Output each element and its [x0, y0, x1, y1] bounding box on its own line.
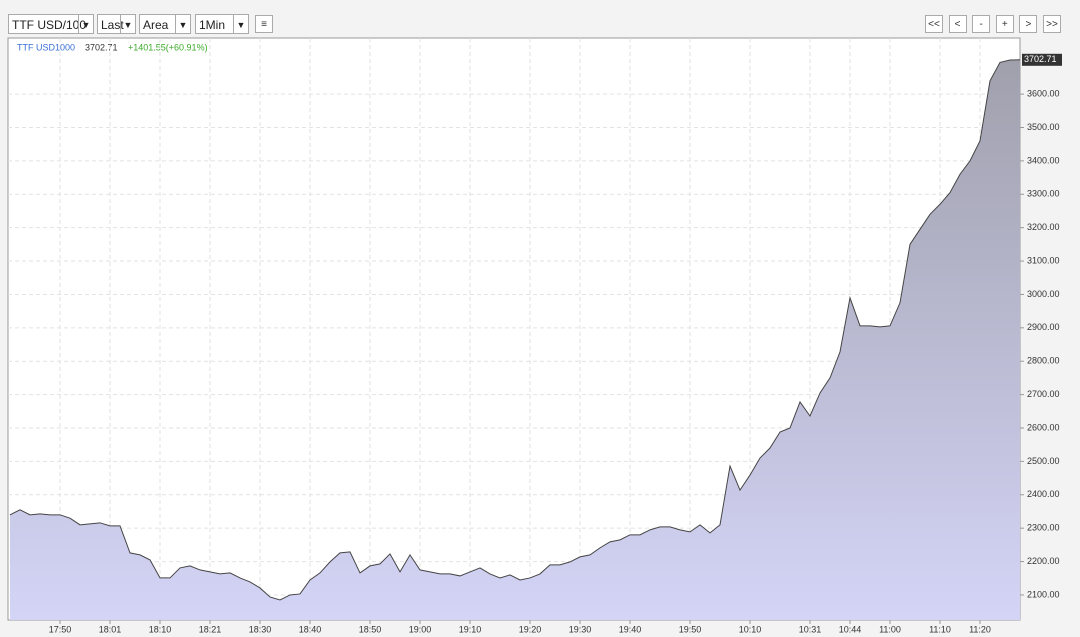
y-tick-label: 2400.00 — [1027, 489, 1060, 499]
x-tick-label: 10:10 — [739, 624, 762, 634]
x-tick-label: 19:40 — [619, 624, 642, 634]
x-tick-label: 17:50 — [49, 624, 72, 634]
legend-last: 3702.71 — [85, 42, 118, 52]
x-tick-label: 18:21 — [199, 624, 222, 634]
y-tick-label: 3300.00 — [1027, 189, 1060, 199]
y-tick-label: 3100.00 — [1027, 255, 1060, 265]
nav-button[interactable]: << — [925, 15, 943, 33]
dropdown[interactable]: Last ▼ — [97, 14, 136, 34]
nav-button-text: >> — [1046, 19, 1058, 30]
nav-button-text: + — [1001, 19, 1008, 30]
area-fill — [10, 59, 1020, 621]
x-tick-label: 18:01 — [99, 624, 122, 634]
nav-button-text: < — [954, 19, 961, 30]
y-tick-label: 3400.00 — [1027, 155, 1060, 165]
dropdown[interactable]: 1Min ▼ — [195, 14, 249, 34]
y-tick-label: 2800.00 — [1027, 356, 1060, 366]
y-tick-label: 2500.00 — [1027, 456, 1060, 466]
nav-button-text: - — [979, 19, 983, 30]
nav-button-text: << — [928, 19, 940, 30]
x-tick-label: 18:50 — [359, 624, 382, 634]
dropdown-text: TTF USD/100 — [12, 18, 87, 32]
table-icon[interactable]: ≡ — [255, 15, 273, 33]
x-tick-label: 18:10 — [149, 624, 172, 634]
price-tag — [1022, 53, 1062, 66]
nav-button[interactable]: < — [948, 15, 967, 33]
x-tick-label: 19:20 — [519, 624, 542, 634]
y-tick-label: 2200.00 — [1027, 556, 1060, 566]
y-tick-label: 3500.00 — [1027, 122, 1060, 132]
dropdown-arrow[interactable]: ▼ — [78, 15, 93, 33]
x-tick-label: 19:50 — [679, 624, 702, 634]
line — [9, 59, 1021, 601]
x-tick-label: 11:20 — [969, 624, 991, 634]
nav-button[interactable]: + — [995, 15, 1014, 33]
y-tick-label: 2300.00 — [1027, 523, 1060, 533]
y-tick-label: 2900.00 — [1027, 322, 1060, 332]
x-tick-label: 18:30 — [249, 624, 272, 634]
price-tag-label: 3702.71 — [1024, 54, 1057, 64]
legend-change: +1401.55(+60.91%) — [128, 42, 208, 52]
y-tick-label: 2600.00 — [1027, 422, 1060, 432]
dropdown-arrow[interactable]: ▼ — [120, 15, 135, 33]
y-tick-label: 2700.00 — [1027, 389, 1060, 399]
dropdown[interactable]: TTF USD/100 ▼ — [8, 14, 94, 34]
x-tick-label: 11:10 — [929, 624, 951, 634]
dropdown[interactable]: Area ▼ — [139, 14, 191, 34]
dropdown-text: Area — [143, 18, 169, 32]
dropdown-text: 1Min — [199, 18, 226, 32]
y-tick-label: 3200.00 — [1027, 222, 1060, 232]
nav-button[interactable]: >> — [1043, 15, 1061, 33]
x-tick-label: 19:00 — [409, 624, 432, 634]
nav-button[interactable]: - — [972, 15, 991, 33]
dropdown-arrow[interactable]: ▼ — [175, 15, 190, 33]
dropdown-arrow[interactable]: ▼ — [233, 15, 248, 33]
y-tick-label: 3000.00 — [1027, 289, 1060, 299]
x-tick-label: 10:31 — [799, 624, 822, 634]
x-tick-label: 19:30 — [569, 624, 592, 634]
y-tick-label: 3600.00 — [1027, 88, 1060, 98]
x-tick-label: 18:40 — [299, 624, 322, 634]
dropdown-text: Last — [101, 18, 124, 32]
x-tick-label: 10:44 — [839, 624, 862, 634]
nav-button-text: > — [1025, 19, 1032, 30]
legend-name: TTF USD1000 — [17, 42, 75, 52]
toolbar: TTF USD/100 ▼ Last ▼ Area ▼ 1Min ▼ ≡ << < - + > >> — [0, 0, 1080, 36]
x-tick-label: 19:10 — [459, 624, 482, 634]
y-tick-label: 2100.00 — [1027, 589, 1060, 599]
x-tick-label: 11:00 — [879, 624, 901, 634]
nav-button[interactable]: > — [1019, 15, 1038, 33]
